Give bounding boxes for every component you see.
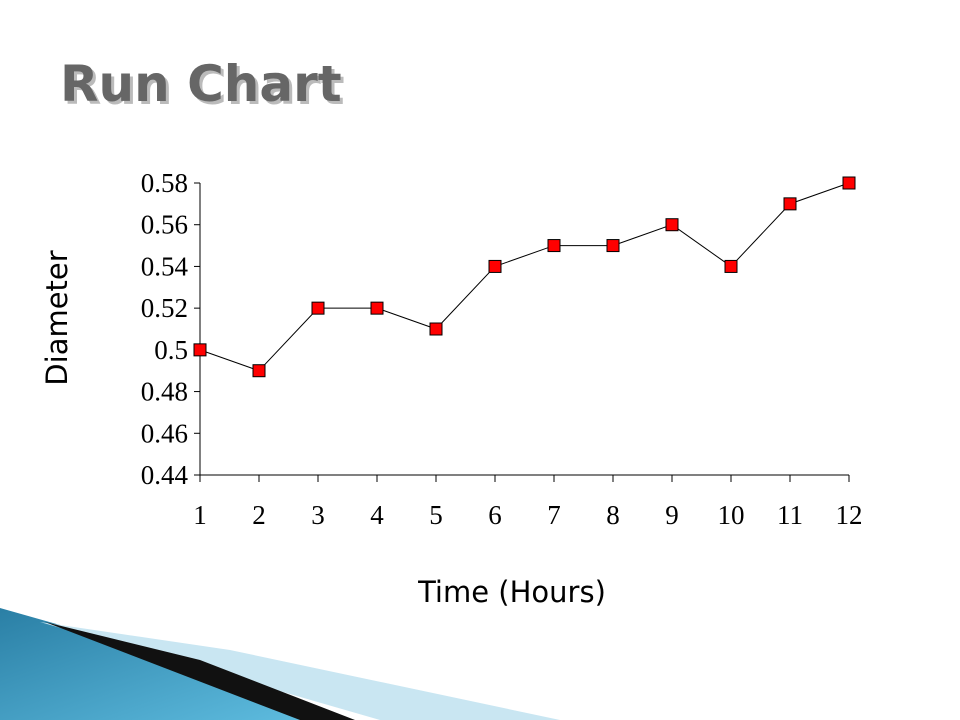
- chart-title: Run Chart: [60, 55, 342, 113]
- data-point: [724, 259, 738, 273]
- y-tick-label: 0.44: [141, 460, 189, 490]
- x-tick-label: 12: [836, 500, 863, 530]
- data-point: [842, 176, 856, 190]
- data-point: [252, 364, 266, 378]
- x-tick-label: 2: [252, 500, 266, 530]
- x-tick-label: 10: [718, 500, 745, 530]
- x-axis-label: Time (Hours): [417, 575, 606, 609]
- x-tick-label: 4: [370, 500, 384, 530]
- data-point: [429, 322, 443, 336]
- title-shadow: Run Chart: [63, 58, 345, 116]
- data-line: [199, 182, 850, 372]
- x-tick-label: 7: [547, 500, 561, 530]
- data-point: [665, 218, 679, 232]
- y-tick-label: 0.46: [141, 418, 188, 448]
- x-tick-label: 8: [606, 500, 620, 530]
- data-point: [606, 239, 620, 253]
- data-point: [547, 239, 561, 253]
- x-tick-label: 3: [311, 500, 325, 530]
- data-point: [370, 301, 384, 315]
- data-point: [783, 197, 797, 211]
- y-tick-label: 0.5: [154, 335, 188, 365]
- data-point: [488, 259, 502, 273]
- data-point: [311, 301, 325, 315]
- data-point: [193, 343, 207, 357]
- x-tick-label: 1: [193, 500, 207, 530]
- y-tick-label: 0.52: [141, 293, 188, 323]
- x-tick-label: 6: [488, 500, 502, 530]
- x-tick-label: 9: [665, 500, 679, 530]
- y-axis-label: Diameter: [40, 250, 74, 385]
- y-tick-label: 0.56: [141, 210, 188, 240]
- y-tick-label: 0.48: [141, 377, 188, 407]
- x-tick-label: 5: [429, 500, 443, 530]
- decor-swoosh-light: [40, 622, 560, 720]
- y-tick-label: 0.54: [141, 251, 189, 281]
- decor-swoosh-dark: [45, 622, 355, 720]
- y-tick-label: 0.58: [141, 168, 188, 198]
- x-tick-label: 11: [777, 500, 803, 530]
